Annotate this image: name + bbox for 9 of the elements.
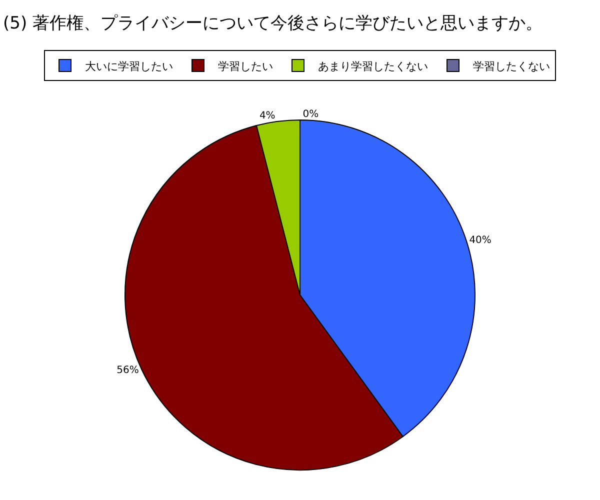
chart-title: (5) 著作権、プライバシーについて今後さらに学びたいと思いますか。 [3, 13, 542, 34]
legend-label: 大いに学習したい [85, 60, 173, 73]
data-label: 40% [469, 234, 492, 246]
legend-label: あまり学習したくない [318, 60, 428, 73]
data-label: 4% [259, 110, 276, 122]
data-label: 56% [116, 365, 139, 376]
legend-label: 学習したくない [473, 60, 550, 73]
legend-label: 学習したい [218, 60, 273, 73]
text: 0% [302, 109, 319, 120]
